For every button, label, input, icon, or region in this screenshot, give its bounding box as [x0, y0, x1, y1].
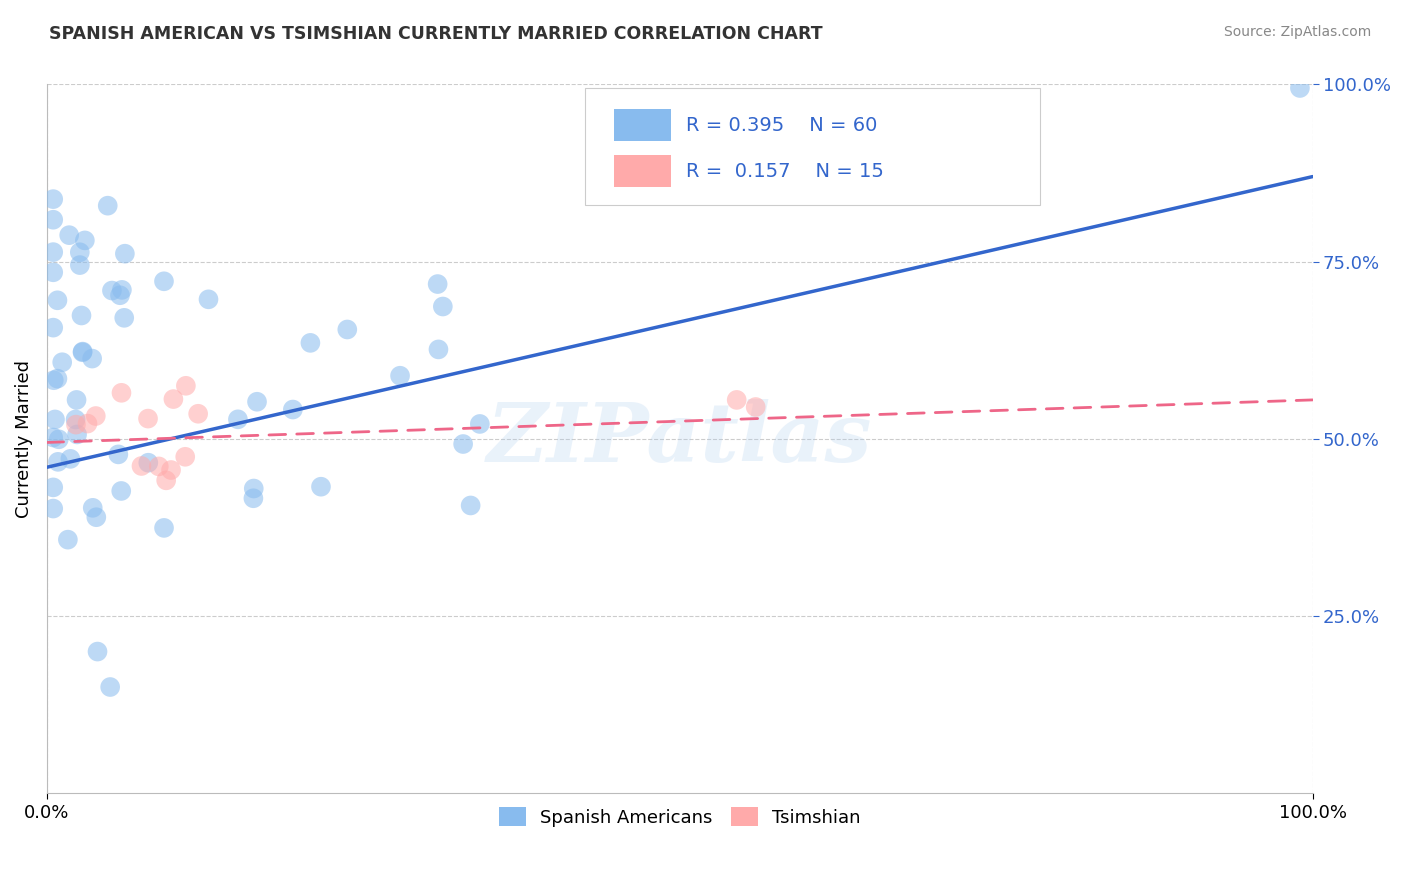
Point — [460, 499, 482, 513]
Point — [110, 483, 132, 498]
Point — [426, 277, 449, 291]
Point — [1289, 81, 1312, 95]
Point — [42, 212, 65, 227]
Point — [76, 417, 98, 431]
Point — [86, 644, 108, 658]
Bar — [614, 109, 671, 141]
Point — [432, 300, 454, 314]
Point — [153, 521, 176, 535]
Point — [69, 245, 91, 260]
Point — [148, 459, 170, 474]
Bar — [614, 155, 671, 187]
Text: R = 0.395    N = 60: R = 0.395 N = 60 — [686, 116, 877, 135]
Point — [65, 392, 87, 407]
Point — [744, 400, 766, 414]
Point — [98, 680, 121, 694]
Point — [44, 412, 66, 426]
Point — [112, 310, 135, 325]
Point — [84, 510, 107, 524]
Point — [42, 430, 65, 444]
Point — [46, 371, 69, 385]
Point — [242, 482, 264, 496]
Point — [242, 491, 264, 506]
Point — [187, 407, 209, 421]
Point — [69, 258, 91, 272]
Point — [108, 288, 131, 302]
Point — [46, 293, 69, 308]
Point — [42, 192, 65, 206]
Point — [72, 344, 94, 359]
Text: SPANISH AMERICAN VS TSIMSHIAN CURRENTLY MARRIED CORRELATION CHART: SPANISH AMERICAN VS TSIMSHIAN CURRENTLY … — [49, 25, 823, 43]
Legend: Spanish Americans, Tsimshian: Spanish Americans, Tsimshian — [492, 800, 868, 834]
FancyBboxPatch shape — [585, 88, 1040, 205]
Point — [153, 274, 176, 288]
Point — [131, 458, 153, 473]
Point — [46, 455, 69, 469]
Point — [42, 320, 65, 334]
Text: Source: ZipAtlas.com: Source: ZipAtlas.com — [1223, 25, 1371, 39]
Point — [42, 480, 65, 494]
Text: ZIPatlas: ZIPatlas — [486, 399, 873, 479]
Y-axis label: Currently Married: Currently Married — [15, 359, 32, 518]
Point — [42, 501, 65, 516]
Point — [58, 228, 80, 243]
Point — [468, 417, 491, 431]
Point — [114, 246, 136, 260]
Point — [42, 373, 65, 387]
Point — [42, 245, 65, 260]
Point — [82, 500, 104, 515]
Point — [107, 447, 129, 461]
Point — [155, 474, 177, 488]
Text: R =  0.157    N = 15: R = 0.157 N = 15 — [686, 162, 884, 181]
Point — [160, 463, 183, 477]
Point — [97, 199, 120, 213]
Point — [65, 417, 87, 432]
Point — [59, 451, 82, 466]
Point — [162, 392, 184, 406]
Point — [389, 368, 412, 383]
Point — [197, 293, 219, 307]
Point — [66, 427, 89, 442]
Point — [725, 392, 748, 407]
Point — [70, 309, 93, 323]
Point — [56, 533, 79, 547]
Point — [174, 450, 197, 464]
Point — [84, 409, 107, 423]
Point — [427, 343, 450, 357]
Point — [73, 234, 96, 248]
Point — [226, 412, 249, 426]
Point — [72, 345, 94, 359]
Point — [65, 412, 87, 426]
Point — [246, 394, 269, 409]
Point — [174, 378, 197, 392]
Point — [136, 411, 159, 425]
Point — [82, 351, 104, 366]
Point — [111, 283, 134, 297]
Point — [42, 265, 65, 279]
Point — [136, 456, 159, 470]
Point — [336, 322, 359, 336]
Point — [309, 480, 332, 494]
Point — [51, 355, 73, 369]
Point — [101, 284, 124, 298]
Point — [299, 335, 322, 350]
Point — [48, 432, 70, 446]
Point — [110, 385, 132, 400]
Point — [451, 437, 474, 451]
Point — [281, 402, 304, 417]
